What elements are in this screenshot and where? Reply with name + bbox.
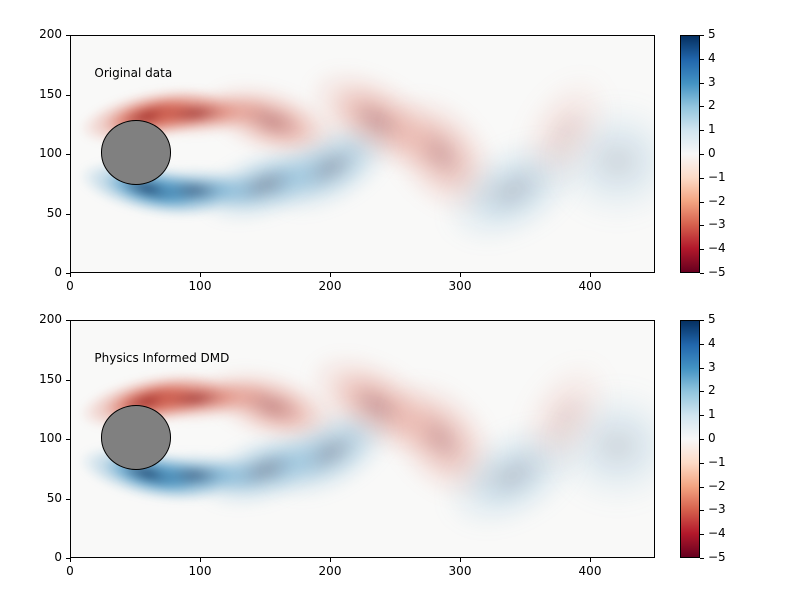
colorbar-tickmark: [700, 59, 704, 60]
y-ticklabel: 200: [26, 312, 62, 326]
colorbar-tickmark: [700, 225, 704, 226]
colorbar-tickmark: [700, 35, 704, 36]
y-ticklabel: 100: [26, 431, 62, 445]
tickmark: [66, 273, 70, 274]
panel-title: Physics Informed DMD: [94, 351, 229, 365]
tickmark: [66, 320, 70, 321]
tickmark: [66, 380, 70, 381]
colorbar-tickmark: [700, 415, 704, 416]
colorbar-tickmark: [700, 510, 704, 511]
colorbar-ticklabel: 3: [708, 75, 716, 89]
x-ticklabel: 200: [310, 279, 350, 293]
plot-original: Original data: [70, 35, 655, 273]
colorbar-ticklabel: 2: [708, 98, 716, 112]
colorbar-tickmark: [700, 106, 704, 107]
x-ticklabel: 0: [50, 279, 90, 293]
colorbar-tickmark: [700, 534, 704, 535]
colorbar-ticklabel: −5: [708, 550, 726, 564]
cylinder: [101, 405, 171, 469]
x-ticklabel: 100: [180, 279, 220, 293]
colorbar-ticklabel: −3: [708, 502, 726, 516]
x-ticklabel: 400: [570, 564, 610, 578]
x-ticklabel: 100: [180, 564, 220, 578]
x-ticklabel: 0: [50, 564, 90, 578]
colorbar-ticklabel: 1: [708, 407, 716, 421]
cylinder: [101, 120, 171, 184]
colorbar-ticklabel: 4: [708, 336, 716, 350]
colorbar-tickmark: [700, 558, 704, 559]
colorbar-ticklabel: 1: [708, 122, 716, 136]
tickmark: [330, 273, 331, 277]
colorbar-tickmark: [700, 320, 704, 321]
plot-pidmd: Physics Informed DMD: [70, 320, 655, 558]
tickmark: [66, 154, 70, 155]
colorbar-tickmark: [700, 178, 704, 179]
tickmark: [66, 214, 70, 215]
tickmark: [70, 558, 71, 562]
tickmark: [460, 558, 461, 562]
x-ticklabel: 300: [440, 279, 480, 293]
colorbar-ticklabel: 2: [708, 383, 716, 397]
colorbar-tickmark: [700, 439, 704, 440]
colorbar-ticklabel: −3: [708, 217, 726, 231]
colorbar-ticklabel: −4: [708, 526, 726, 540]
y-ticklabel: 0: [26, 265, 62, 279]
colorbar-tickmark: [700, 249, 704, 250]
colorbar-ticklabel: −2: [708, 194, 726, 208]
y-ticklabel: 150: [26, 372, 62, 386]
colorbar-gradient: [681, 36, 699, 272]
y-ticklabel: 0: [26, 550, 62, 564]
y-ticklabel: 50: [26, 206, 62, 220]
colorbar-gradient: [681, 321, 699, 557]
colorbar-tickmark: [700, 130, 704, 131]
tickmark: [66, 35, 70, 36]
x-ticklabel: 200: [310, 564, 350, 578]
tickmark: [66, 558, 70, 559]
colorbar-tickmark: [700, 391, 704, 392]
tickmark: [200, 558, 201, 562]
colorbar-ticklabel: −1: [708, 170, 726, 184]
colorbar-ticklabel: −4: [708, 241, 726, 255]
colorbar-ticklabel: −5: [708, 265, 726, 279]
colorbar-tickmark: [700, 202, 704, 203]
colorbar-tickmark: [700, 154, 704, 155]
tickmark: [66, 95, 70, 96]
figure: Original data 0100200300400 050100150200…: [0, 0, 800, 600]
tickmark: [200, 273, 201, 277]
colorbar-ticklabel: −2: [708, 479, 726, 493]
colorbar-ticklabel: −1: [708, 455, 726, 469]
y-ticklabel: 100: [26, 146, 62, 160]
tickmark: [590, 273, 591, 277]
colorbar-tickmark: [700, 83, 704, 84]
colorbar-tickmark: [700, 368, 704, 369]
x-ticklabel: 400: [570, 279, 610, 293]
colorbar-tickmark: [700, 344, 704, 345]
tickmark: [70, 273, 71, 277]
colorbar-ticklabel: 5: [708, 27, 716, 41]
y-ticklabel: 50: [26, 491, 62, 505]
colorbar-tickmark: [700, 463, 704, 464]
colorbar-tickmark: [700, 273, 704, 274]
tickmark: [66, 439, 70, 440]
colorbar-ticklabel: 5: [708, 312, 716, 326]
x-ticklabel: 300: [440, 564, 480, 578]
colorbar-ticklabel: 0: [708, 146, 716, 160]
tickmark: [330, 558, 331, 562]
colorbar-ticklabel: 4: [708, 51, 716, 65]
y-ticklabel: 200: [26, 27, 62, 41]
colorbar: [680, 320, 700, 558]
tickmark: [460, 273, 461, 277]
panel-title: Original data: [94, 66, 172, 80]
colorbar-ticklabel: 3: [708, 360, 716, 374]
colorbar-tickmark: [700, 487, 704, 488]
y-ticklabel: 150: [26, 87, 62, 101]
colorbar: [680, 35, 700, 273]
tickmark: [590, 558, 591, 562]
tickmark: [66, 499, 70, 500]
colorbar-ticklabel: 0: [708, 431, 716, 445]
